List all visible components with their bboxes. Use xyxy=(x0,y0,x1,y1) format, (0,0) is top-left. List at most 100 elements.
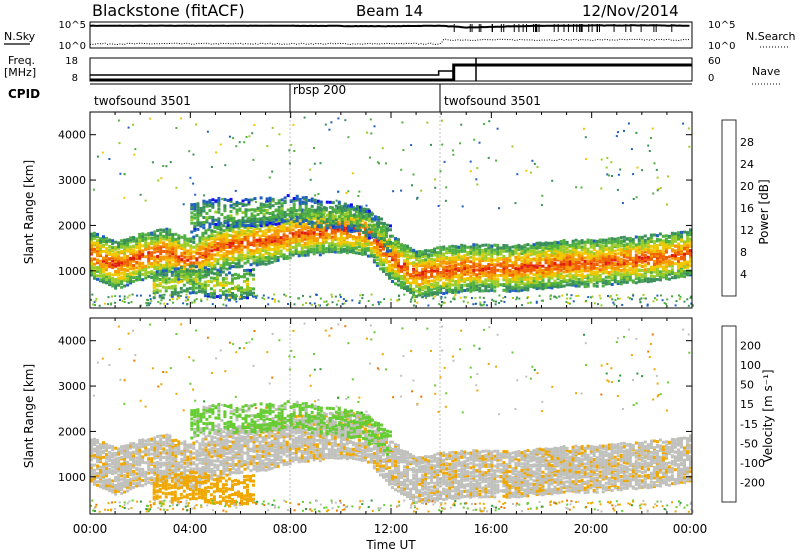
power-cell xyxy=(211,218,215,222)
power-cell xyxy=(589,254,593,258)
power-cell xyxy=(418,273,422,277)
power-cell xyxy=(270,252,274,256)
power-cell xyxy=(583,256,587,260)
power-cell xyxy=(189,237,193,241)
power-cell xyxy=(481,271,485,274)
power-cell xyxy=(120,263,124,267)
power-cell xyxy=(556,275,560,279)
power-cell xyxy=(223,219,227,223)
power-cell xyxy=(153,230,157,234)
power-cell xyxy=(535,269,539,273)
power-cell xyxy=(643,279,647,283)
power-cell xyxy=(652,255,656,259)
power-cell xyxy=(434,295,437,298)
power-cell xyxy=(562,242,566,245)
power-cell xyxy=(249,241,253,245)
power-cell xyxy=(493,289,497,293)
power-cell xyxy=(439,278,443,282)
power-cell xyxy=(538,241,542,245)
power-cell xyxy=(117,276,121,280)
power-cell xyxy=(147,275,151,278)
power-cell xyxy=(577,266,581,270)
power-cell xyxy=(255,233,259,237)
power-cell xyxy=(123,259,127,263)
power-cell xyxy=(342,249,346,253)
power-cell xyxy=(228,298,231,302)
power-cell xyxy=(547,249,551,253)
power-cell xyxy=(210,261,214,265)
power-cell xyxy=(502,248,506,252)
power-cell xyxy=(170,290,174,294)
power-cell xyxy=(514,270,518,273)
power-cell xyxy=(454,286,458,290)
power-cell xyxy=(454,273,458,277)
power-cell xyxy=(375,247,379,251)
power-cell xyxy=(291,228,295,232)
power-cell xyxy=(196,202,200,206)
power-cell xyxy=(559,268,563,272)
power-cell xyxy=(228,266,232,270)
power-cell xyxy=(194,265,198,269)
power-cell xyxy=(327,248,331,251)
power-cell xyxy=(141,278,145,282)
power-cell xyxy=(598,247,602,250)
power-cell xyxy=(535,246,539,250)
power-cell xyxy=(427,259,431,263)
power-cell xyxy=(379,263,382,267)
power-cell xyxy=(280,202,284,206)
power-cell xyxy=(457,290,461,294)
power-cell xyxy=(198,241,202,245)
power-cell xyxy=(249,271,252,275)
power-cell xyxy=(300,237,304,241)
power-cell xyxy=(297,234,301,238)
power-cell xyxy=(487,243,491,247)
power-cell xyxy=(616,265,620,269)
power-cell xyxy=(616,282,620,285)
power-cell xyxy=(475,277,479,281)
power-cell xyxy=(535,301,538,304)
power-cell xyxy=(655,244,659,247)
power-cell xyxy=(93,250,96,254)
power-cell xyxy=(598,238,602,242)
power-cell xyxy=(454,290,458,294)
power-cell xyxy=(487,252,491,256)
power-cell xyxy=(610,246,614,250)
power-cell xyxy=(538,250,542,254)
power-cell xyxy=(360,213,364,217)
power-cell xyxy=(165,255,169,259)
power-cell xyxy=(487,285,491,289)
power-cell xyxy=(366,254,370,258)
power-cell xyxy=(330,206,334,210)
power-cell xyxy=(273,254,277,258)
power-cell xyxy=(196,215,200,219)
power-cell xyxy=(529,171,532,174)
power-cell xyxy=(556,247,560,251)
power-cell xyxy=(118,142,121,145)
power-cell xyxy=(397,267,400,271)
power-cell xyxy=(649,235,653,239)
power-cell xyxy=(249,230,253,234)
power-cell xyxy=(174,250,178,254)
power-cell xyxy=(403,277,406,281)
power-cell xyxy=(580,248,584,252)
power-cell xyxy=(514,202,517,205)
power-cell xyxy=(406,246,409,250)
power-cell xyxy=(235,208,239,212)
power-cell xyxy=(268,212,272,215)
power-cell xyxy=(689,271,692,275)
power-cell xyxy=(160,177,163,180)
power-cell xyxy=(652,279,656,283)
power-cell xyxy=(289,199,293,203)
power-cell xyxy=(460,287,464,291)
power-cell xyxy=(310,209,314,213)
power-cell xyxy=(677,259,680,263)
power-cell xyxy=(231,295,234,299)
power-cell xyxy=(517,272,521,276)
power-cell xyxy=(96,261,99,265)
power-cell xyxy=(436,277,440,281)
power-cell xyxy=(274,202,278,205)
power-cell xyxy=(174,274,178,278)
power-cell xyxy=(490,250,494,254)
power-cell xyxy=(282,223,286,227)
